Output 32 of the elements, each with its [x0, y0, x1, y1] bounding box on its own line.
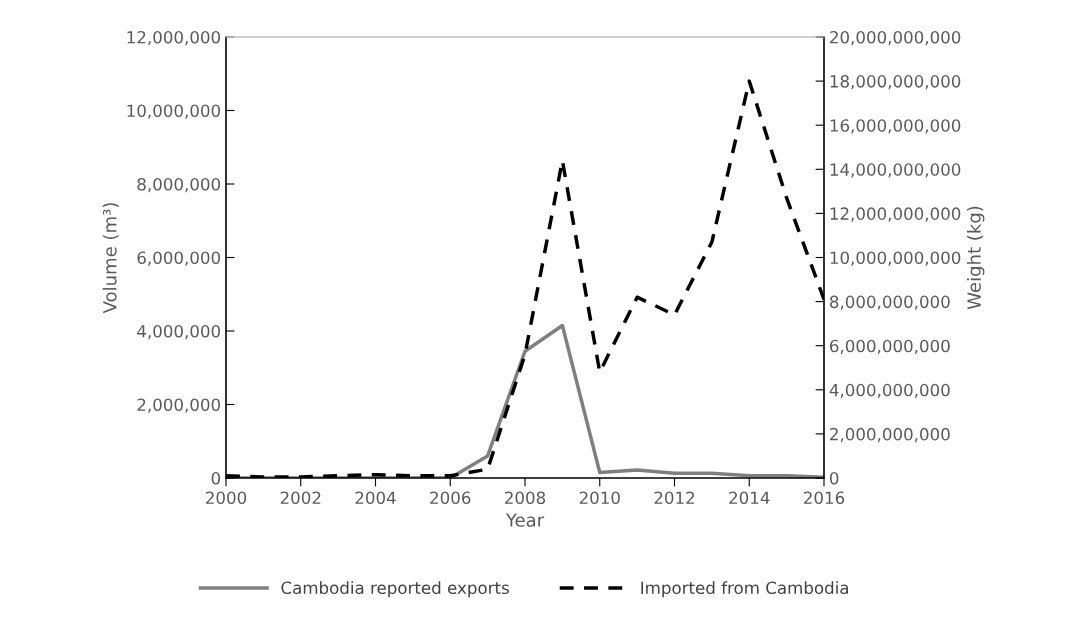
- y2-axis-title: Weight (kg): [966, 206, 985, 310]
- x-tick-label: 2016: [804, 491, 845, 505]
- y-axis-title: Volume (m³): [102, 203, 119, 314]
- x-tick-label: 2010: [579, 491, 620, 505]
- y2-tick-label: 10,000,000,000: [830, 251, 961, 266]
- x-axis-title: Year: [505, 513, 545, 527]
- y2-tick-label: 6,000,000,000: [830, 339, 950, 354]
- y2-tick-label: 0: [829, 471, 839, 485]
- y-tick-label: 8,000,000: [137, 177, 221, 193]
- y2-tick-label: 4,000,000,000: [829, 383, 950, 399]
- x-tick-label: 2012: [654, 491, 695, 505]
- x-tick-label: 2006: [430, 491, 471, 505]
- legend-label: Imported from Cambodia: [641, 581, 849, 598]
- x-tick-label: 2000: [206, 491, 247, 505]
- y-tick-label: 4,000,000: [137, 324, 221, 340]
- y2-tick-label: 16,000,000,000: [830, 119, 961, 134]
- y2-tick-label: 14,000,000,000: [830, 163, 961, 178]
- y2-tick-label: 8,000,000,000: [829, 295, 950, 310]
- x-tick-label: 2002: [280, 491, 321, 505]
- x-tick-label: 2014: [729, 491, 770, 505]
- y2-tick-label: 18,000,000,000: [830, 75, 961, 90]
- x-tick-label: 2008: [505, 491, 546, 505]
- y-tick-label: 12,000,000: [127, 30, 221, 46]
- legend-label: Cambodia reported exports: [281, 581, 509, 598]
- y2-tick-label: 20,000,000,000: [830, 30, 961, 46]
- y2-tick-label: 12,000,000,000: [830, 207, 961, 222]
- y-tick-label: 0: [211, 471, 221, 485]
- y-tick-label: 2,000,000: [137, 398, 221, 413]
- x-tick-label: 2004: [355, 491, 396, 505]
- y2-tick-label: 2,000,000,000: [830, 427, 950, 443]
- y-tick-label: 6,000,000: [137, 251, 221, 266]
- y-tick-label: 10,000,000: [127, 104, 221, 119]
